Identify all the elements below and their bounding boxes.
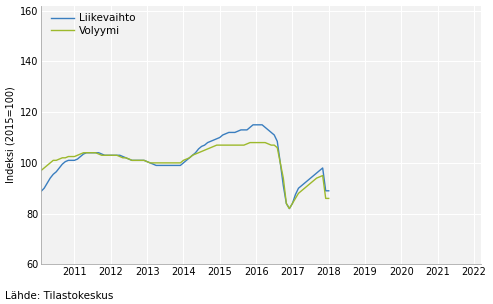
Volyymi — [56, 157, 62, 161]
Volyymi — [262, 141, 268, 144]
Liikevaihto — [262, 126, 268, 129]
Liikevaihto — [35, 192, 41, 195]
Line: Volyymi: Volyymi — [38, 143, 329, 209]
Liikevaihto — [180, 161, 186, 165]
Volyymi — [202, 148, 208, 152]
Liikevaihto — [44, 181, 50, 185]
Liikevaihto — [286, 207, 292, 210]
Line: Liikevaihto: Liikevaihto — [38, 125, 329, 209]
Volyymi — [111, 154, 117, 157]
Liikevaihto — [111, 154, 117, 157]
Legend: Liikevaihto, Volyymi: Liikevaihto, Volyymi — [51, 13, 135, 36]
Y-axis label: Indeksi (2015=100): Indeksi (2015=100) — [5, 87, 16, 183]
Liikevaihto — [326, 189, 332, 193]
Liikevaihto — [250, 123, 256, 127]
Liikevaihto — [202, 143, 208, 147]
Text: Lähde: Tilastokeskus: Lähde: Tilastokeskus — [5, 291, 113, 301]
Liikevaihto — [56, 166, 62, 170]
Volyymi — [180, 158, 186, 162]
Volyymi — [286, 207, 292, 210]
Volyymi — [35, 171, 41, 175]
Volyymi — [44, 164, 50, 167]
Volyymi — [326, 197, 332, 200]
Volyymi — [247, 141, 253, 144]
